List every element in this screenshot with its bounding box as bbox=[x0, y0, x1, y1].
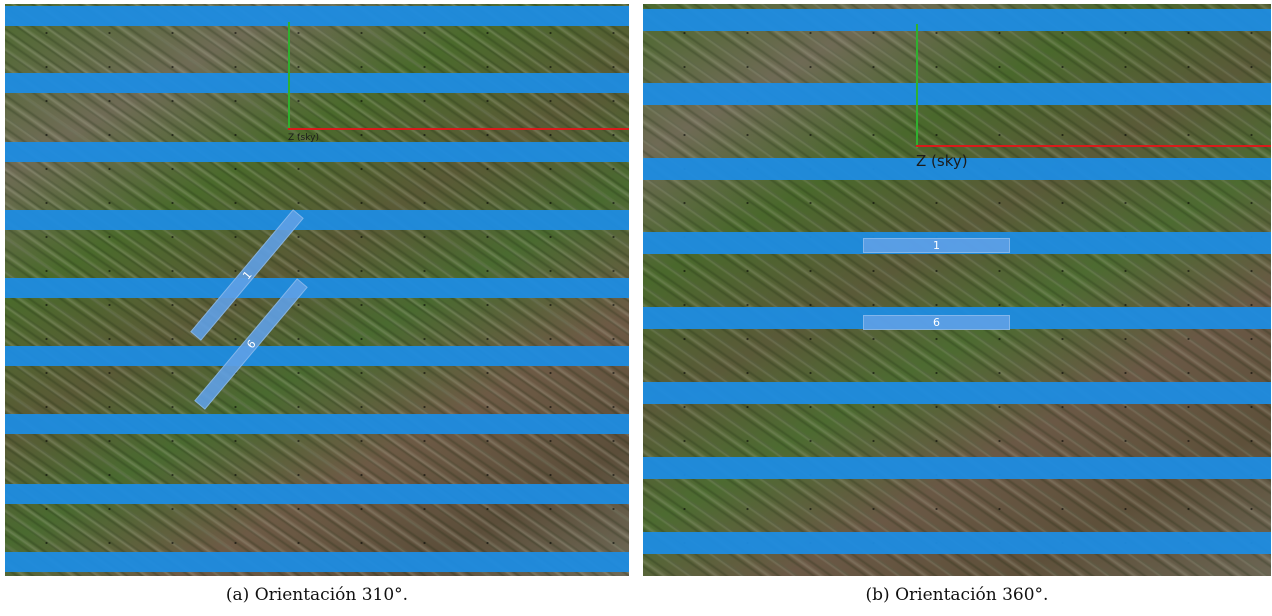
panel-row-stripe bbox=[5, 414, 629, 434]
panel-row-stripe bbox=[643, 158, 1271, 180]
panel-row-stripe bbox=[5, 210, 629, 230]
axis-x-line bbox=[916, 145, 1271, 147]
tracker-6[interactable]: 6 bbox=[863, 315, 1010, 330]
panel-row-stripe bbox=[5, 346, 629, 366]
viewport-orientation-360[interactable]: Z (sky) 1 6 bbox=[643, 4, 1271, 576]
axis-x-line bbox=[288, 128, 629, 130]
panel-row-stripe bbox=[643, 382, 1271, 404]
axis-label-z-sky: Z (sky) bbox=[288, 133, 319, 143]
caption-orientation-310: (a) Orientación 310°. bbox=[225, 585, 409, 605]
panel-row-stripe bbox=[5, 6, 629, 26]
tracker-1[interactable]: 1 bbox=[863, 238, 1010, 253]
panel-row-stripe bbox=[5, 552, 629, 572]
panel-row-stripe bbox=[643, 9, 1271, 31]
panel-row-stripe bbox=[643, 457, 1271, 479]
panel-row-stripe bbox=[5, 484, 629, 504]
axis-y-line bbox=[288, 22, 290, 130]
panel-row-stripe bbox=[643, 83, 1271, 105]
axis-label-z-sky: Z (sky) bbox=[916, 152, 968, 170]
panel-row-stripe bbox=[5, 142, 629, 162]
axis-y-line bbox=[916, 24, 918, 148]
caption-orientation-360: (b) Orientación 360°. bbox=[865, 585, 1049, 605]
panel-row-stripe bbox=[5, 73, 629, 93]
viewport-orientation-310[interactable]: Z (sky) 1 6 bbox=[5, 4, 629, 576]
panel-row-stripe bbox=[5, 278, 629, 298]
panel-row-stripe bbox=[643, 532, 1271, 554]
